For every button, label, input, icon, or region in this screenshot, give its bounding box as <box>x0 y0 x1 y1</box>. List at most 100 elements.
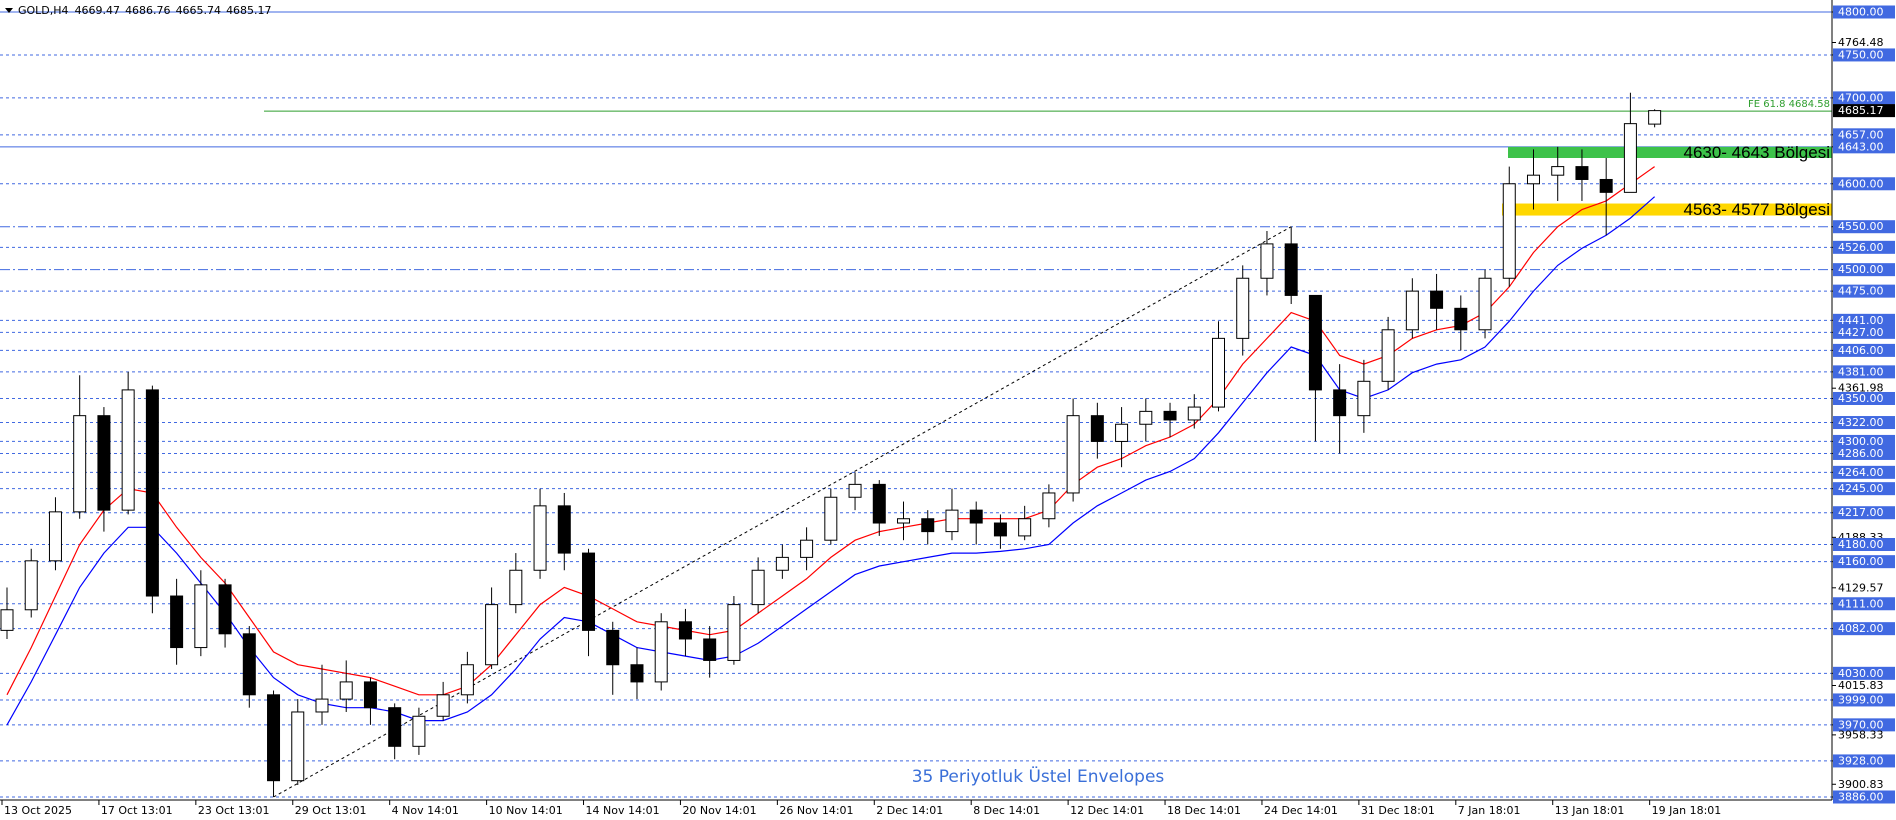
y-tick-label: 4657.00 <box>1838 128 1884 141</box>
y-tick-label: 3886.00 <box>1838 791 1884 804</box>
y-tick-label: 3970.00 <box>1838 718 1884 731</box>
candle-body <box>73 415 87 513</box>
menu-icon[interactable] <box>5 8 13 13</box>
x-tick-label: 17 Oct 13:01 <box>101 804 173 817</box>
level-label-box <box>1833 313 1895 327</box>
current-price-box <box>1833 104 1895 118</box>
candle-body <box>1478 277 1492 331</box>
y-tick-label: 4361.98 <box>1838 382 1884 395</box>
y-tick-label: 3999.00 <box>1838 693 1884 706</box>
candle-body <box>1090 415 1104 442</box>
candle-body <box>1139 410 1153 425</box>
candle-body <box>1648 110 1662 125</box>
candle-body <box>1551 166 1565 176</box>
candle-body <box>509 569 523 606</box>
level-label-box <box>1833 391 1895 405</box>
candle-body <box>436 694 450 717</box>
level-label-box <box>1833 140 1895 154</box>
candle-body <box>751 569 765 606</box>
y-tick-label: 4111.00 <box>1838 597 1884 610</box>
y-tick-label: 4286.00 <box>1838 447 1884 460</box>
candle-body <box>1454 307 1468 331</box>
candle-body <box>1405 290 1419 331</box>
candle-body <box>339 681 353 700</box>
candle-body <box>291 711 305 782</box>
candle-body <box>145 389 159 597</box>
y-tick-label: 4160.00 <box>1838 555 1884 568</box>
x-tick-label: 31 Dec 18:01 <box>1361 804 1435 817</box>
y-tick-label: 4526.00 <box>1838 241 1884 254</box>
level-label-box <box>1833 263 1895 277</box>
y-tick-label: 4441.00 <box>1838 314 1884 327</box>
candle-body <box>267 694 281 782</box>
x-tick-label: 10 Nov 14:01 <box>489 804 563 817</box>
candle-body <box>1042 492 1056 520</box>
candle-body <box>703 638 717 661</box>
candle-body <box>872 483 886 524</box>
candle-body <box>533 505 547 571</box>
candle-body <box>848 483 862 498</box>
zone-label: 4630- 4643 Bölgesi <box>1683 143 1830 162</box>
level-label-box <box>1833 365 1895 379</box>
envelope-line <box>6 166 1655 696</box>
candle-body <box>388 707 402 747</box>
candle-body <box>485 604 499 666</box>
y-tick-label: 4475.00 <box>1838 285 1884 298</box>
open: 4669.47 <box>75 4 121 17</box>
y-tick-label: 3900.83 <box>1838 778 1884 791</box>
candle-body <box>606 629 620 666</box>
x-tick-label: 19 Jan 18:01 <box>1652 804 1722 817</box>
candle-body <box>48 511 62 562</box>
annotation: 35 Periyotluk Üstel Envelopes <box>912 765 1165 787</box>
levels <box>0 11 1832 798</box>
candle-body <box>242 633 256 696</box>
header: GOLD,H4 4669.47 4686.76 4665.74 4685.17 <box>18 4 272 17</box>
y-tick-label: 4750.00 <box>1838 48 1884 61</box>
candle-body <box>678 621 692 640</box>
y-tick-label: 4217.00 <box>1838 506 1884 519</box>
candle-body <box>897 518 911 524</box>
level-label-box <box>1833 416 1895 430</box>
x-tick-label: 26 Nov 14:01 <box>779 804 853 817</box>
y-tick-label: 4129.57 <box>1838 581 1884 594</box>
x-tick-label: 20 Nov 14:01 <box>682 804 756 817</box>
candle-body <box>194 584 208 649</box>
candle-body <box>412 715 426 747</box>
zone <box>1502 203 1832 216</box>
y-tick-label: 4764.48 <box>1838 36 1884 49</box>
level-label-box <box>1833 446 1895 460</box>
candle-body <box>1260 243 1274 279</box>
candle-body <box>800 539 814 558</box>
candle-body <box>1187 406 1201 421</box>
y-tick-label: 4300.00 <box>1838 435 1884 448</box>
level-label-box <box>1833 537 1895 551</box>
candle-body <box>945 509 959 533</box>
candle-body <box>1212 337 1225 408</box>
x-tick-label: 4 Nov 14:01 <box>392 804 459 817</box>
y-tick-label: 4550.00 <box>1838 220 1884 233</box>
candle-body <box>993 522 1007 537</box>
level-label-box <box>1833 434 1895 448</box>
plot: 4630- 4643 Bölgesi 4563- 4577 Bölgesi FE 6… <box>0 92 1832 798</box>
candle-body <box>1357 380 1371 417</box>
fibo-label: FE 61.8 4684.58 <box>1748 99 1830 110</box>
candle-body <box>1018 518 1032 537</box>
candle-body <box>1623 123 1637 193</box>
candle-body <box>170 595 184 649</box>
y-tick-label: 4406.00 <box>1838 344 1884 357</box>
level-label-box <box>1833 465 1895 479</box>
candle-body <box>315 698 329 713</box>
candle-body <box>969 509 983 524</box>
y-tick-label: 4082.00 <box>1838 622 1884 635</box>
candle-body <box>460 664 474 696</box>
y-tick-label: 4350.00 <box>1838 392 1884 405</box>
x-tick-label: 12 Dec 14:01 <box>1070 804 1144 817</box>
candle-body <box>630 664 644 683</box>
candle-body <box>1066 415 1080 494</box>
y-tick-label: 4700.00 <box>1838 91 1884 104</box>
x-tick-label: 8 Dec 14:01 <box>973 804 1040 817</box>
level-label-box <box>1833 666 1895 680</box>
y-tick-label: 4322.00 <box>1838 416 1884 429</box>
x-tick-label: 24 Dec 14:01 <box>1264 804 1338 817</box>
